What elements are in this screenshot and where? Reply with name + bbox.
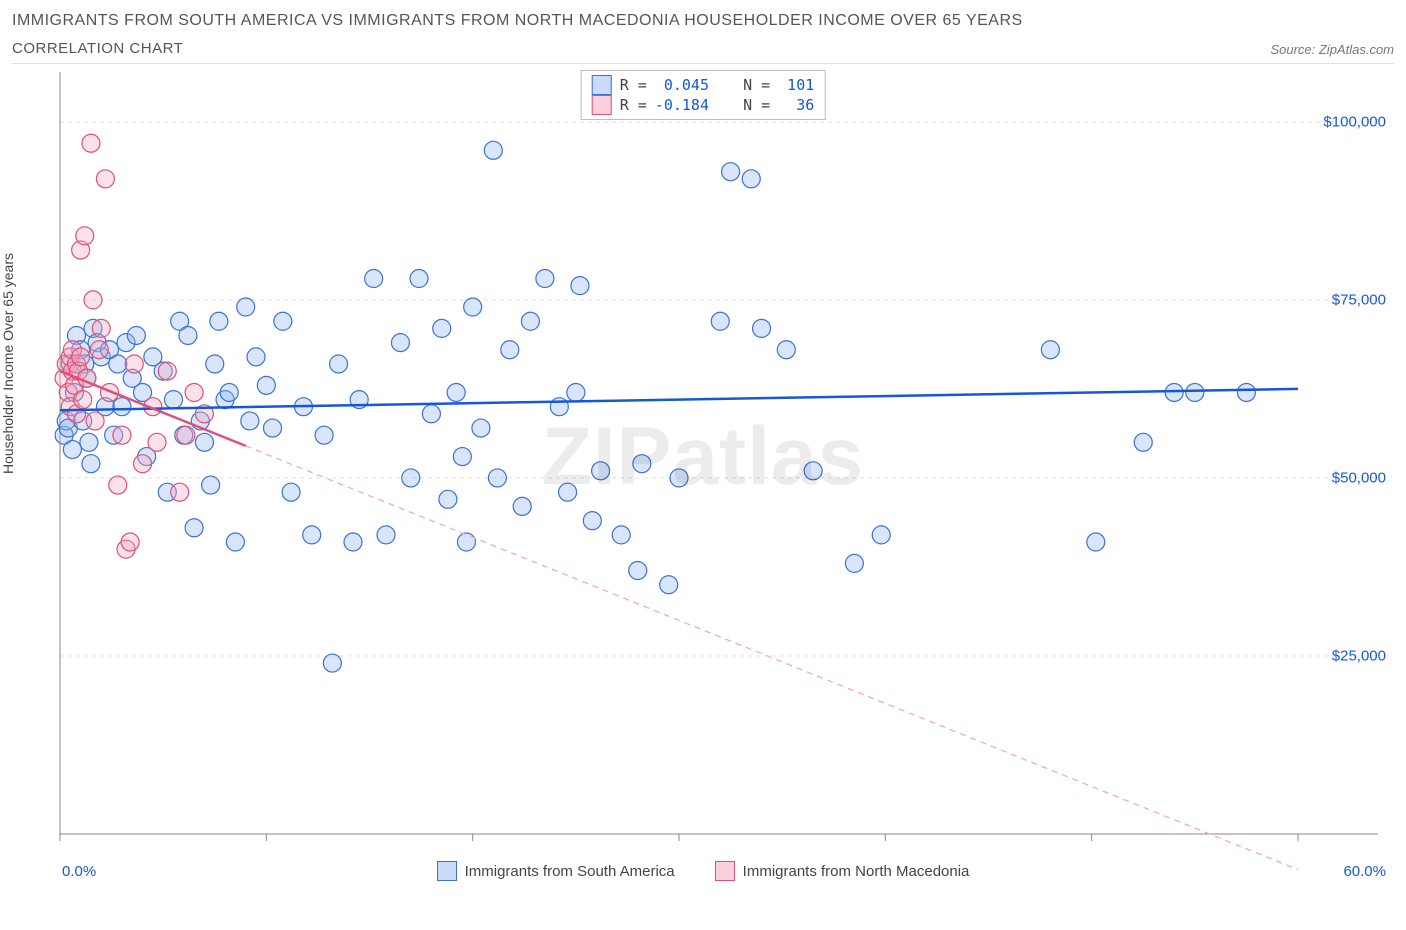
chart-title-line2: CORRELATION CHART bbox=[12, 40, 183, 57]
n-label: N = bbox=[743, 96, 770, 114]
chart-container: Householder Income Over 65 years ZIPatla… bbox=[12, 63, 1394, 883]
swatch-pink-icon bbox=[715, 861, 735, 881]
n-value-blue: 101 bbox=[778, 76, 814, 94]
swatch-pink-icon bbox=[592, 95, 612, 115]
series-label-pink: Immigrants from North Macedonia bbox=[743, 863, 970, 880]
scatter-chart bbox=[12, 64, 1394, 884]
swatch-blue-icon bbox=[437, 861, 457, 881]
source-label: Source: ZipAtlas.com bbox=[1270, 42, 1394, 57]
n-value-pink: 36 bbox=[778, 96, 814, 114]
y-tick-label: $75,000 bbox=[1332, 291, 1386, 308]
y-tick-label: $50,000 bbox=[1332, 469, 1386, 486]
series-label-blue: Immigrants from South America bbox=[465, 863, 675, 880]
stats-legend: R = 0.045 N = 101 R = -0.184 N = 36 bbox=[581, 70, 826, 120]
y-tick-label: $25,000 bbox=[1332, 647, 1386, 664]
chart-title-line1: IMMIGRANTS FROM SOUTH AMERICA VS IMMIGRA… bbox=[12, 12, 1394, 30]
n-label: N = bbox=[743, 76, 770, 94]
x-max-label: 60.0% bbox=[1343, 863, 1386, 880]
swatch-blue-icon bbox=[592, 75, 612, 95]
r-label: R = bbox=[620, 96, 647, 114]
r-label: R = bbox=[620, 76, 647, 94]
y-axis-label: Householder Income Over 65 years bbox=[0, 253, 16, 474]
r-value-blue: 0.045 bbox=[655, 76, 709, 94]
r-value-pink: -0.184 bbox=[655, 96, 709, 114]
x-min-label: 0.0% bbox=[62, 863, 96, 880]
bottom-legend: 0.0% Immigrants from South America Immig… bbox=[12, 861, 1394, 881]
y-tick-label: $100,000 bbox=[1323, 113, 1386, 130]
